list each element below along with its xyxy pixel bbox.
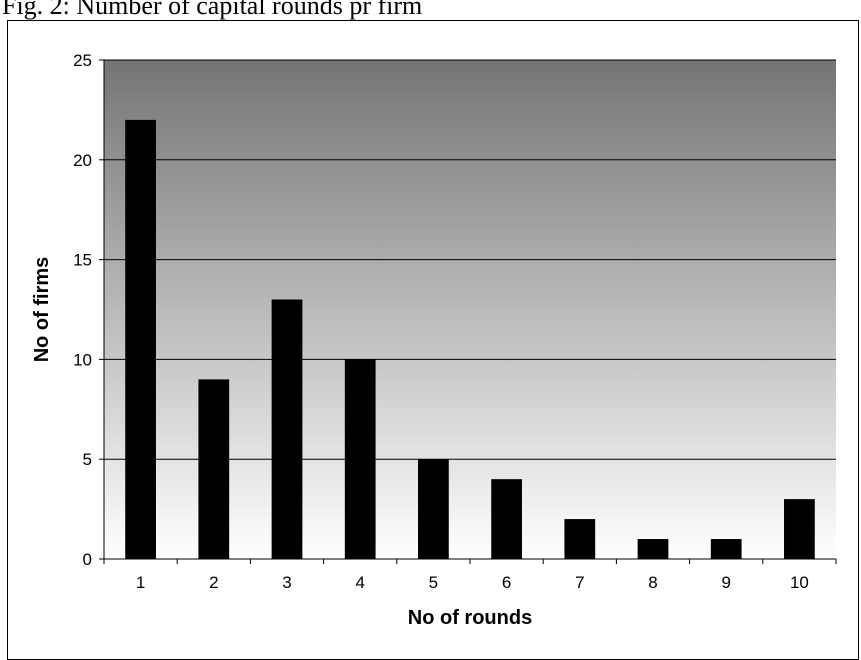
- x-tick-label: 5: [429, 573, 438, 592]
- x-tick-label: 3: [282, 573, 291, 592]
- bar: [344, 359, 376, 559]
- gridlines: [104, 59, 836, 460]
- bar: [271, 299, 303, 559]
- x-tick-label: 2: [209, 573, 218, 592]
- y-tick-label: 10: [73, 350, 92, 369]
- bar: [198, 379, 230, 559]
- x-tick-label: 8: [648, 573, 657, 592]
- x-tick-label: 9: [721, 573, 730, 592]
- bar: [784, 499, 815, 559]
- bar: [710, 539, 742, 559]
- y-tick-label: 15: [73, 251, 92, 270]
- y-axis-title: No of firms: [31, 257, 53, 363]
- x-tick-label: 6: [502, 573, 511, 592]
- bar: [637, 539, 669, 559]
- y-tick-label: 0: [83, 550, 92, 569]
- x-tick-label: 1: [136, 573, 145, 592]
- y-tick-label: 20: [73, 151, 92, 170]
- y-tick-labels: 0 5 10 15 20 25: [73, 51, 92, 569]
- bar: [125, 119, 156, 559]
- x-tick-label: 7: [575, 573, 584, 592]
- bars: [125, 119, 815, 559]
- axes: [99, 59, 837, 564]
- figure-caption: Fig. 2: Number of capital rounds pr firm: [2, 0, 423, 20]
- bar: [418, 459, 449, 559]
- bar: [564, 519, 596, 559]
- x-axis-title: No of rounds: [408, 607, 532, 629]
- y-tick-label: 25: [73, 51, 92, 70]
- x-tick-label: 10: [790, 573, 809, 592]
- y-tick-label: 5: [83, 450, 92, 469]
- bar-chart: 0 5 10 15 20 25 1 2 3 4 5 6 7 8 9 10 No of rounds No o…: [31, 51, 837, 629]
- x-tick-label: 4: [355, 573, 364, 592]
- bar: [491, 479, 522, 559]
- x-tick-labels: 1 2 3 4 5 6 7 8 9 10: [136, 573, 809, 592]
